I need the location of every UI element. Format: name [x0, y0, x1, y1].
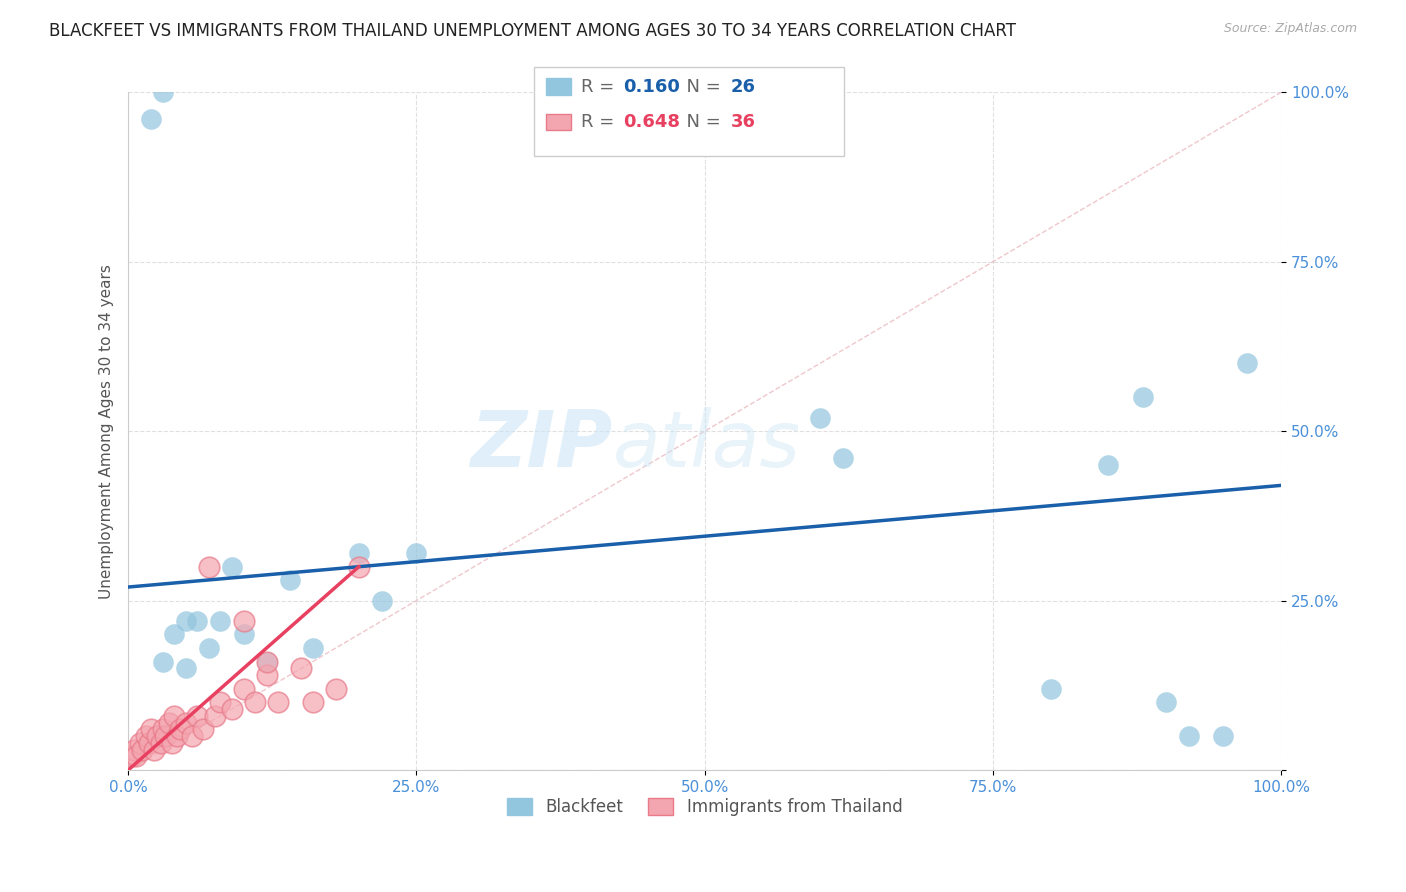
- Point: [128, 736, 150, 750]
- Point: [325, 681, 347, 696]
- Point: [256, 655, 278, 669]
- Point: [160, 736, 183, 750]
- Point: [180, 729, 202, 743]
- Point: [121, 749, 143, 764]
- Point: [347, 546, 370, 560]
- Text: N =: N =: [675, 113, 727, 131]
- Point: [808, 410, 831, 425]
- Point: [209, 614, 232, 628]
- Point: [169, 723, 191, 737]
- Point: [198, 640, 221, 655]
- Point: [301, 640, 323, 655]
- Text: 36: 36: [731, 113, 756, 131]
- Point: [174, 614, 197, 628]
- Point: [232, 681, 254, 696]
- Point: [152, 723, 174, 737]
- Point: [371, 593, 394, 607]
- Point: [221, 702, 243, 716]
- Text: N =: N =: [675, 78, 727, 95]
- Point: [1039, 681, 1062, 696]
- Point: [149, 736, 172, 750]
- Point: [163, 627, 186, 641]
- Text: R =: R =: [581, 78, 620, 95]
- Point: [157, 715, 180, 730]
- Point: [347, 559, 370, 574]
- Point: [153, 729, 176, 743]
- Point: [290, 661, 312, 675]
- Point: [278, 574, 301, 588]
- Point: [135, 729, 157, 743]
- Point: [174, 661, 197, 675]
- Point: [131, 742, 153, 756]
- Point: [256, 655, 278, 669]
- Text: atlas: atlas: [613, 407, 800, 483]
- Point: [1212, 729, 1234, 743]
- Point: [174, 715, 197, 730]
- Point: [166, 729, 188, 743]
- Point: [1097, 458, 1119, 472]
- Point: [142, 742, 165, 756]
- Point: [1236, 356, 1258, 370]
- Text: Source: ZipAtlas.com: Source: ZipAtlas.com: [1223, 22, 1357, 36]
- Text: BLACKFEET VS IMMIGRANTS FROM THAILAND UNEMPLOYMENT AMONG AGES 30 TO 34 YEARS COR: BLACKFEET VS IMMIGRANTS FROM THAILAND UN…: [49, 22, 1017, 40]
- Point: [232, 614, 254, 628]
- Point: [193, 723, 215, 737]
- Text: 26: 26: [731, 78, 756, 95]
- Point: [141, 112, 163, 127]
- Point: [405, 546, 427, 560]
- Point: [1154, 695, 1177, 709]
- Point: [163, 708, 186, 723]
- Point: [152, 655, 174, 669]
- Point: [186, 614, 208, 628]
- Point: [232, 627, 254, 641]
- Text: 0.648: 0.648: [623, 113, 681, 131]
- Point: [125, 749, 148, 764]
- Point: [122, 742, 145, 756]
- Point: [221, 559, 243, 574]
- Point: [198, 559, 221, 574]
- Point: [256, 668, 278, 682]
- Point: [152, 86, 174, 100]
- Point: [141, 723, 163, 737]
- Point: [204, 708, 226, 723]
- Point: [1132, 390, 1154, 404]
- Point: [146, 729, 169, 743]
- Point: [832, 451, 855, 466]
- Legend: Blackfeet, Immigrants from Thailand: Blackfeet, Immigrants from Thailand: [501, 791, 910, 822]
- Point: [243, 695, 266, 709]
- Point: [1178, 729, 1201, 743]
- Text: ZIP: ZIP: [470, 407, 613, 483]
- Text: R =: R =: [581, 113, 620, 131]
- Text: 0.160: 0.160: [623, 78, 679, 95]
- Y-axis label: Unemployment Among Ages 30 to 34 years: Unemployment Among Ages 30 to 34 years: [100, 264, 114, 599]
- Point: [301, 695, 323, 709]
- Point: [209, 695, 232, 709]
- Point: [138, 736, 160, 750]
- Point: [267, 695, 290, 709]
- Point: [186, 708, 208, 723]
